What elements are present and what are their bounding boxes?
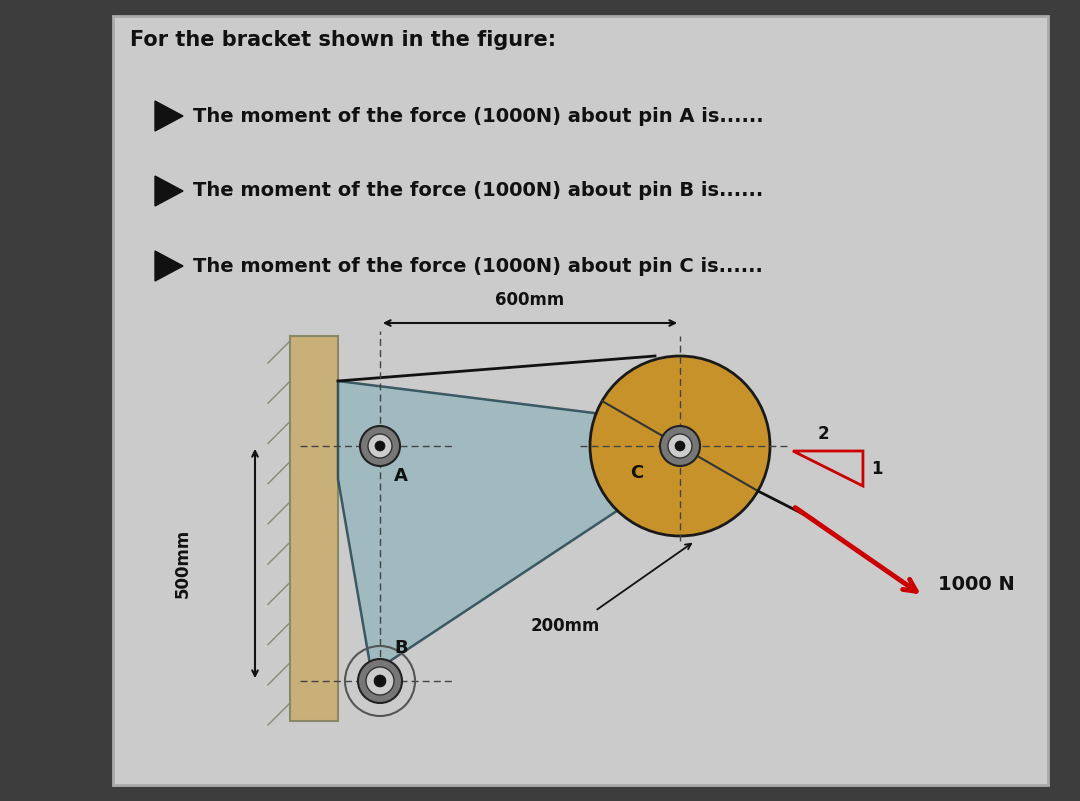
Text: B: B bbox=[394, 639, 407, 657]
Text: 2: 2 bbox=[818, 425, 828, 443]
Circle shape bbox=[660, 426, 700, 466]
Circle shape bbox=[366, 667, 394, 695]
Circle shape bbox=[374, 675, 386, 687]
Circle shape bbox=[360, 426, 400, 466]
Circle shape bbox=[675, 441, 685, 451]
Circle shape bbox=[368, 434, 392, 458]
Circle shape bbox=[669, 434, 692, 458]
Text: 1000 N: 1000 N bbox=[937, 574, 1015, 594]
Text: The moment of the force (1000N) about pin B is......: The moment of the force (1000N) about pi… bbox=[193, 182, 764, 200]
Text: 200mm: 200mm bbox=[530, 617, 599, 635]
Text: 500mm: 500mm bbox=[174, 529, 192, 598]
Circle shape bbox=[357, 659, 402, 703]
Polygon shape bbox=[338, 381, 700, 676]
Text: A: A bbox=[394, 467, 408, 485]
Polygon shape bbox=[156, 251, 183, 281]
Polygon shape bbox=[291, 336, 338, 721]
Polygon shape bbox=[156, 176, 183, 206]
Text: C: C bbox=[630, 464, 644, 482]
Polygon shape bbox=[156, 101, 183, 131]
Text: For the bracket shown in the figure:: For the bracket shown in the figure: bbox=[130, 30, 556, 50]
Circle shape bbox=[590, 356, 770, 536]
Text: 1: 1 bbox=[870, 460, 882, 477]
Text: 600mm: 600mm bbox=[496, 291, 565, 309]
Text: The moment of the force (1000N) about pin A is......: The moment of the force (1000N) about pi… bbox=[193, 107, 764, 126]
Text: The moment of the force (1000N) about pin C is......: The moment of the force (1000N) about pi… bbox=[193, 256, 762, 276]
Circle shape bbox=[375, 441, 384, 451]
